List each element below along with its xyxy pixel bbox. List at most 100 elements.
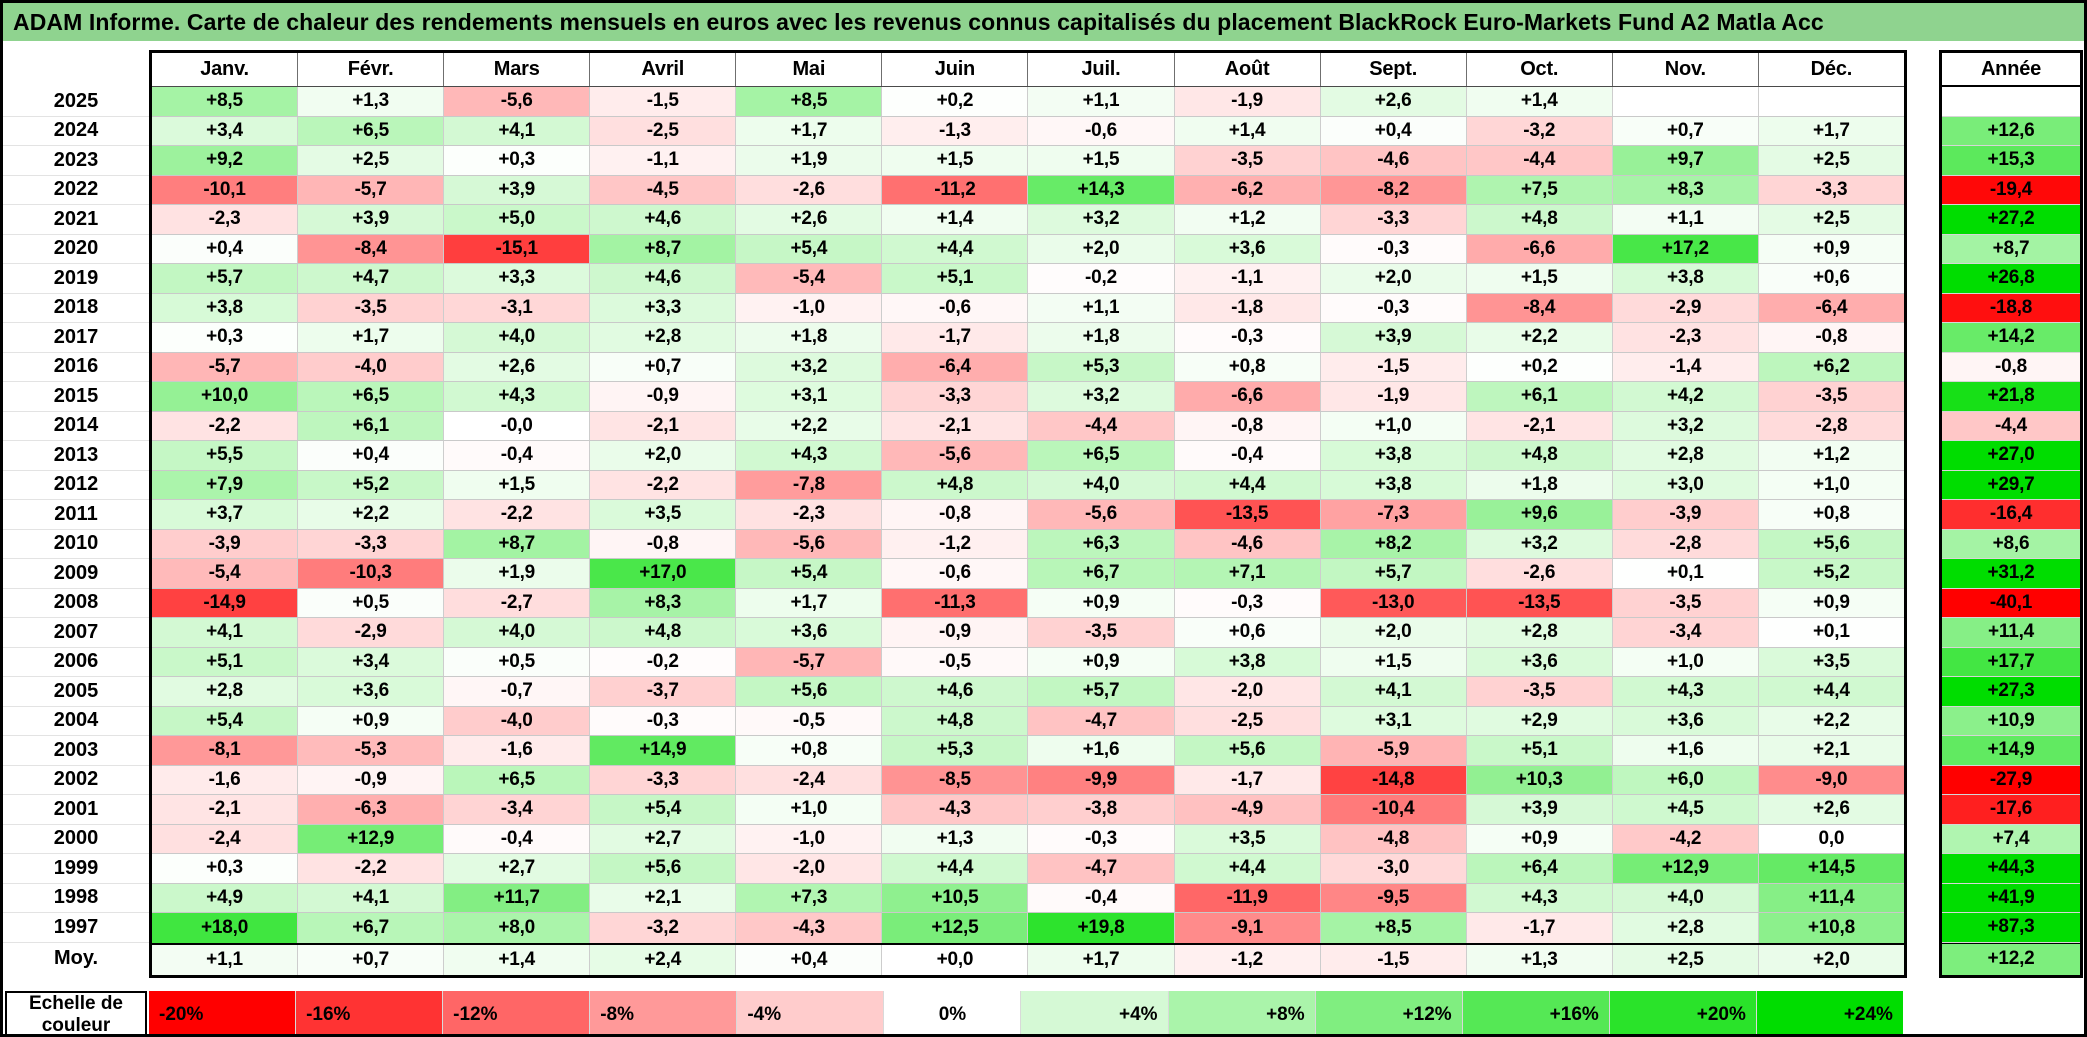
- month-cell: +10,0: [152, 382, 299, 411]
- month-cell: +5,4: [590, 795, 737, 824]
- month-header-cell: Juil.: [1028, 53, 1175, 86]
- month-cell: +8,3: [590, 588, 737, 617]
- average-month-cell: +1,3: [1466, 944, 1613, 975]
- month-cell: +9,7: [1612, 146, 1759, 175]
- month-cell: -0,3: [1028, 824, 1175, 853]
- month-cell: +4,6: [590, 205, 737, 234]
- month-cell: +4,1: [152, 618, 299, 647]
- month-cell: +4,6: [590, 264, 737, 293]
- month-cell: -2,4: [736, 765, 883, 794]
- month-cell: +2,8: [590, 323, 737, 352]
- month-cell: -0,9: [298, 765, 445, 794]
- month-cell: +5,2: [1758, 559, 1904, 588]
- annual-returns-column: Année +12,6 +15,3 -19,4 +27,2 +8,7 +26,8 -18,8…: [1939, 50, 2083, 978]
- month-cell: +0,9: [1028, 647, 1175, 676]
- month-cell: +1,0: [1758, 470, 1904, 499]
- month-cell: +1,3: [882, 824, 1029, 853]
- year-label: 2016: [3, 353, 149, 382]
- month-cell: +2,2: [1466, 323, 1613, 352]
- month-cell: +0,4: [152, 234, 299, 263]
- month-cell: +0,9: [1758, 588, 1904, 617]
- average-month-cell: +2,0: [1758, 944, 1904, 975]
- annee-cell: +26,8: [1942, 264, 2080, 294]
- year-label: 2009: [3, 559, 149, 589]
- month-cell: -4,6: [1174, 529, 1321, 558]
- year-label: 2001: [3, 795, 149, 825]
- year-label: 2010: [3, 530, 149, 559]
- heatmap-row: -5,7 -4,0 +2,6 +0,7 +3,2 -6,4 +5,3 +0,8 -1,5 +0,2…: [152, 352, 1904, 382]
- month-cell: +3,8: [1612, 264, 1759, 293]
- month-cell: -4,7: [1028, 854, 1175, 883]
- year-label: 2025: [3, 87, 149, 117]
- month-cell: +2,8: [1612, 441, 1759, 470]
- month-cell: -2,9: [1612, 293, 1759, 322]
- month-cell: -3,3: [298, 529, 445, 558]
- page-title: ADAM Informe. Carte de chaleur des rende…: [13, 8, 1824, 35]
- month-header-cell: Août: [1174, 53, 1321, 86]
- annee-average-cell: +12,2: [1942, 942, 2080, 975]
- month-cell: -0,4: [444, 441, 591, 470]
- month-cell: +1,7: [1758, 116, 1904, 145]
- month-cell: +5,1: [1466, 736, 1613, 765]
- month-cell: -2,2: [298, 854, 445, 883]
- month-cell: -2,6: [1466, 559, 1613, 588]
- month-cell: +5,4: [152, 706, 299, 735]
- month-cell: +2,7: [590, 824, 737, 853]
- year-label: 2003: [3, 736, 149, 766]
- month-cell: -1,7: [1466, 913, 1613, 943]
- annee-cell: +31,2: [1942, 559, 2080, 589]
- month-cell: -5,6: [736, 529, 883, 558]
- average-month-cell: +0,0: [882, 944, 1029, 975]
- average-month-cell: -1,2: [1174, 944, 1321, 975]
- month-cell: +2,1: [1758, 736, 1904, 765]
- month-cell: +1,4: [1174, 116, 1321, 145]
- month-cell: +14,9: [590, 736, 737, 765]
- month-cell: +8,0: [444, 913, 591, 943]
- month-cell: -3,5: [1174, 146, 1321, 175]
- month-cell: -1,0: [736, 293, 883, 322]
- average-row: +1,1 +0,7 +1,4 +2,4 +0,4 +0,0 +1,7 -1,2 -1,5 +1,3…: [152, 942, 1904, 975]
- month-cell: +2,9: [1466, 706, 1613, 735]
- month-cell: -1,0: [736, 824, 883, 853]
- month-cell: +19,8: [1028, 913, 1175, 943]
- month-cell: +2,2: [736, 411, 883, 440]
- month-cell: +8,5: [152, 87, 299, 116]
- month-cell: -0,7: [444, 677, 591, 706]
- average-month-cell: +1,4: [444, 944, 591, 975]
- month-cell: -6,4: [1758, 293, 1904, 322]
- month-cell: +6,7: [1028, 559, 1175, 588]
- month-cell: -1,8: [1174, 293, 1321, 322]
- month-cell: +3,5: [1174, 824, 1321, 853]
- heatmap-row: -2,4 +12,9 -0,4 +2,7 -1,0 +1,3 -0,3 +3,5 -4,8 +0,…: [152, 824, 1904, 854]
- month-cell: +2,1: [590, 883, 737, 912]
- heatmap-row: +0,3 -2,2 +2,7 +5,6 -2,0 +4,4 -4,7 +4,4 -3,0 +6,4…: [152, 854, 1904, 884]
- month-cell: -8,4: [298, 234, 445, 263]
- average-month-cell: +2,5: [1612, 944, 1759, 975]
- month-cell: +5,4: [736, 234, 883, 263]
- month-cell: +5,6: [1758, 529, 1904, 558]
- annee-cell: +87,3: [1942, 913, 2080, 943]
- month-cell: +10,3: [1466, 765, 1613, 794]
- month-cell: +2,5: [1758, 146, 1904, 175]
- annee-cell: +15,3: [1942, 146, 2080, 176]
- month-cell: +3,2: [1466, 529, 1613, 558]
- heatmap-row: +5,4 +0,9 -4,0 -0,3 -0,5 +4,8 -4,7 -2,5 +3,1 +2,9…: [152, 706, 1904, 736]
- heatmap-row: +3,7 +2,2 -2,2 +3,5 -2,3 -0,8 -5,6 -13,5 -7,3 +9,…: [152, 500, 1904, 530]
- annee-cell: +7,4: [1942, 824, 2080, 854]
- annee-cell: -0,8: [1942, 352, 2080, 382]
- month-cell: +4,4: [882, 234, 1029, 263]
- month-cell: -0,8: [1758, 323, 1904, 352]
- month-cell: -0,8: [1174, 411, 1321, 440]
- month-cell: +2,6: [736, 205, 883, 234]
- month-cell: +5,7: [1028, 677, 1175, 706]
- month-cell: +0,9: [1028, 588, 1175, 617]
- month-cell: +1,6: [1028, 736, 1175, 765]
- month-cell: +4,8: [1466, 205, 1613, 234]
- month-cell: -0,4: [1028, 883, 1175, 912]
- scale-cells-row: -20% -16% -12% -8% -4% 0% +4% +8% +12% +16% +20% +2…: [149, 990, 1903, 1034]
- month-cell: +10,8: [1758, 913, 1904, 943]
- month-cell: +5,7: [1320, 559, 1467, 588]
- month-cell: -2,8: [1612, 529, 1759, 558]
- month-cell: -1,5: [590, 87, 737, 116]
- month-cell: +2,0: [1320, 618, 1467, 647]
